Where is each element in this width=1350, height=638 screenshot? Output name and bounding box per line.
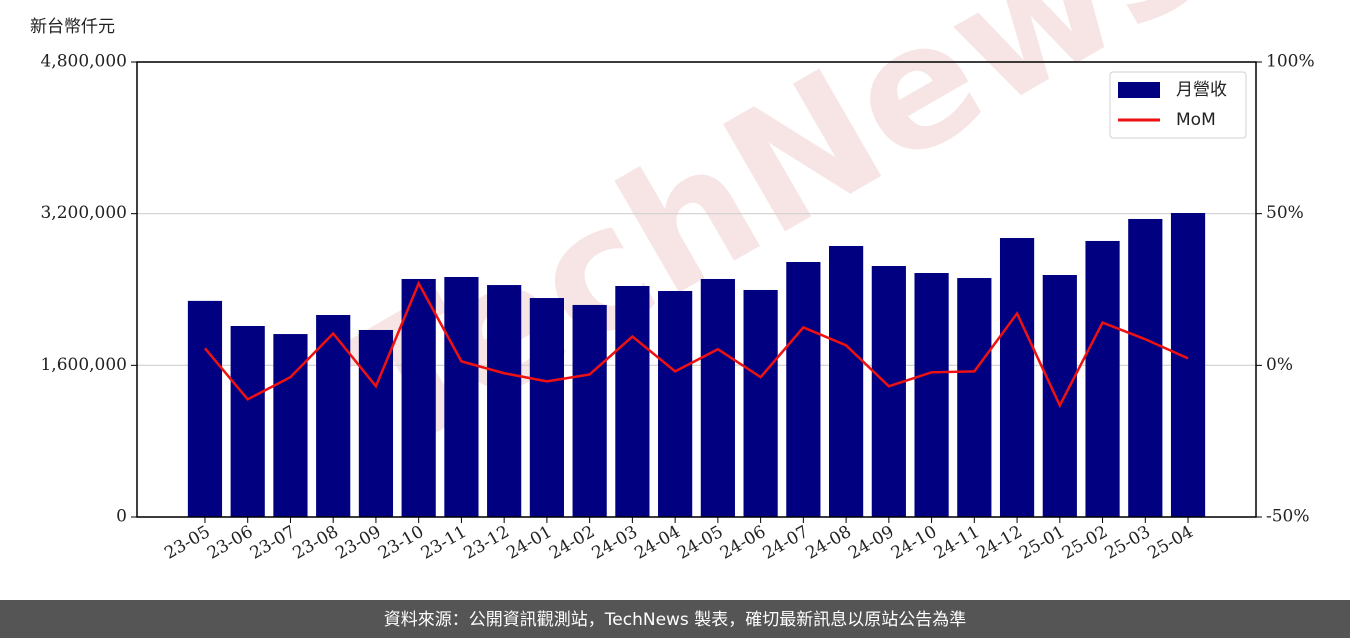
x-tick-label: 23-07 xyxy=(247,522,299,564)
y-axis-title: 新台幣仟元 xyxy=(30,17,115,37)
x-tick-label: 24-01 xyxy=(503,522,555,564)
bar xyxy=(187,300,223,517)
bar xyxy=(957,278,992,517)
y-tick-label: 1,600,000 xyxy=(40,355,127,375)
x-tick-label: 23-08 xyxy=(289,522,341,564)
bar xyxy=(658,291,693,517)
plot-frame xyxy=(136,61,1257,518)
y2-tick-label: 100% xyxy=(1266,52,1315,72)
x-tick-label: 23-10 xyxy=(375,522,427,564)
bar xyxy=(1170,213,1206,518)
x-tick-label: 24-11 xyxy=(931,522,983,564)
y-tick-label: 0 xyxy=(116,507,127,527)
bar xyxy=(572,304,607,517)
x-tick-label: 24-04 xyxy=(631,522,683,564)
bar xyxy=(786,262,821,517)
x-tick-label: 24-02 xyxy=(546,522,598,564)
bar xyxy=(1085,240,1120,517)
legend-label: 月營收 xyxy=(1176,80,1227,100)
x-tick-label: 24-03 xyxy=(589,522,641,564)
footer-bar xyxy=(0,600,1350,638)
bar xyxy=(914,273,949,517)
bar xyxy=(743,289,778,517)
x-tick-label: 24-10 xyxy=(888,522,940,564)
x-tick-label: 24-08 xyxy=(802,522,854,564)
x-tick-label: 25-01 xyxy=(1016,522,1068,564)
x-tick-label: 24-06 xyxy=(717,522,769,564)
x-tick-label: 23-09 xyxy=(332,522,384,564)
y-tick-label: 4,800,000 xyxy=(40,52,127,72)
bar xyxy=(871,265,906,517)
y2-tick-label: 50% xyxy=(1266,203,1304,223)
bar xyxy=(444,276,479,517)
y2-tick-label: -50% xyxy=(1266,507,1310,527)
legend-label: MoM xyxy=(1176,110,1216,130)
footer: 資料來源：公開資訊觀測站，TechNews 製表，確切最新訊息以原站公告為準 xyxy=(384,610,966,630)
bar xyxy=(829,245,864,517)
x-tick-label: 23-06 xyxy=(204,522,256,564)
x-tick-label: 23-12 xyxy=(460,522,512,564)
x-tick-label: 24-07 xyxy=(760,522,812,564)
x-tick-label: 23-11 xyxy=(418,522,470,564)
bar xyxy=(700,278,735,517)
bar xyxy=(401,278,436,517)
legend: 月營收 MoM xyxy=(1109,71,1247,139)
y2-tick-label: 0% xyxy=(1266,355,1293,375)
legend-swatch xyxy=(1118,82,1160,98)
bar xyxy=(999,238,1035,517)
bar xyxy=(1042,274,1077,517)
y-tick-label: 3,200,000 xyxy=(40,203,127,223)
bar xyxy=(615,285,650,517)
x-tick-label: 24-12 xyxy=(973,522,1025,564)
x-tick-label: 23-05 xyxy=(161,522,213,564)
x-tick-label: 25-04 xyxy=(1144,522,1196,564)
bar xyxy=(230,325,265,517)
bar xyxy=(529,298,564,517)
bar xyxy=(273,334,308,517)
x-tick-label: 25-03 xyxy=(1102,522,1154,564)
x-tick-label: 24-05 xyxy=(674,522,726,564)
bar xyxy=(1128,218,1163,517)
x-tick-label: 25-02 xyxy=(1059,522,1111,564)
x-tick-label: 24-09 xyxy=(845,522,897,564)
line xyxy=(204,280,1189,409)
bar xyxy=(487,285,522,517)
